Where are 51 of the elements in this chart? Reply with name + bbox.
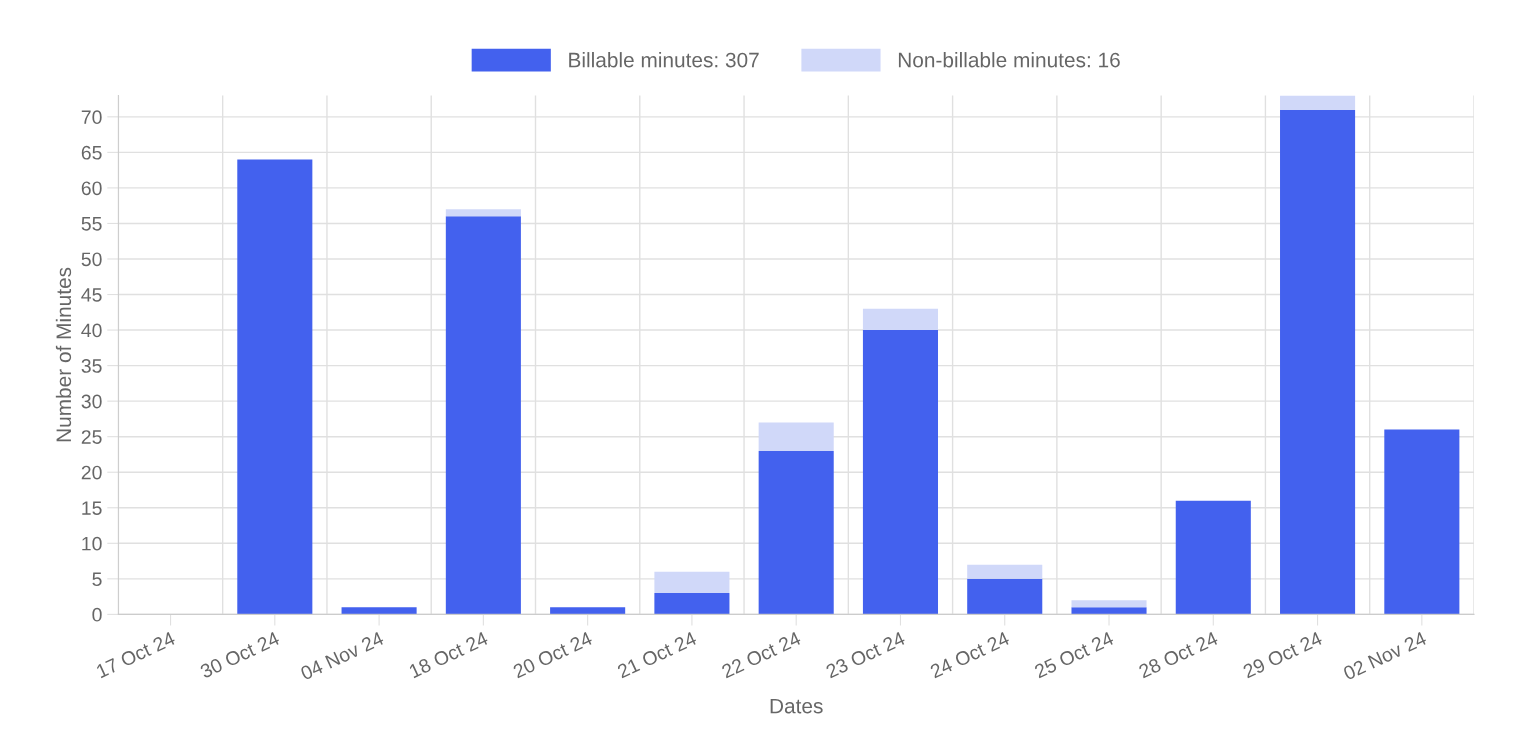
bar	[654, 571, 730, 594]
y-tick-label: 0	[92, 607, 102, 622]
x-tick-label: 29 Oct 24	[1242, 631, 1324, 679]
x-tick-label: 21 Oct 24	[616, 631, 698, 679]
bar	[550, 607, 626, 615]
bar	[1280, 109, 1356, 615]
bar	[237, 159, 313, 615]
legend-label: Billable minutes: 307	[569, 52, 759, 68]
bar	[445, 209, 521, 217]
y-tick-label: 30	[81, 394, 102, 409]
y-tick-label: 40	[81, 323, 102, 338]
bar	[758, 422, 834, 451]
y-tick-label: 45	[81, 288, 102, 302]
y-tick-label: 65	[81, 145, 102, 160]
y-tick-label: 15	[82, 501, 102, 515]
bar	[1280, 95, 1356, 110]
bar	[341, 607, 417, 615]
bar	[862, 330, 938, 615]
bar	[862, 308, 938, 331]
legend-label: Non-billable minutes: 16	[898, 52, 1120, 68]
y-tick-label: 25	[81, 430, 102, 444]
x-tick-label: 17 Oct 24	[95, 631, 177, 679]
y-tick-label: 5	[92, 572, 102, 587]
y-tick-label: 20	[81, 465, 102, 480]
x-tick-label: 24 Oct 24	[929, 631, 1011, 679]
x-tick-label: 30 Oct 24	[199, 631, 281, 679]
bar	[1071, 600, 1147, 608]
x-axis-title: Dates	[770, 698, 823, 714]
x-tick-label: 28 Oct 24	[1137, 631, 1219, 679]
bar	[1071, 607, 1147, 615]
y-tick-label: 50	[81, 252, 102, 267]
bar	[967, 578, 1043, 615]
bar	[445, 216, 521, 615]
y-tick-label: 35	[81, 359, 102, 373]
x-tick-label: 25 Oct 24	[1033, 631, 1115, 679]
x-tick-label: 02 Nov 24	[1342, 631, 1428, 681]
x-tick-label: 23 Oct 24	[825, 631, 906, 679]
y-tick-label: 10	[82, 536, 102, 551]
x-tick-label: 18 Oct 24	[408, 631, 489, 679]
x-tick-label: 22 Oct 24	[720, 631, 802, 679]
bar	[758, 450, 834, 615]
bar	[654, 593, 730, 615]
x-tick-label: 20 Oct 24	[512, 631, 594, 679]
bar	[967, 564, 1043, 579]
y-tick-label: 60	[81, 181, 102, 196]
x-tick-label: 04 Nov 24	[299, 631, 385, 681]
bar	[1175, 500, 1251, 615]
bar	[1384, 429, 1460, 615]
y-axis-title: Number of Minutes	[55, 267, 72, 442]
y-tick-label: 55	[81, 217, 102, 231]
y-tick-label: 70	[81, 110, 102, 125]
